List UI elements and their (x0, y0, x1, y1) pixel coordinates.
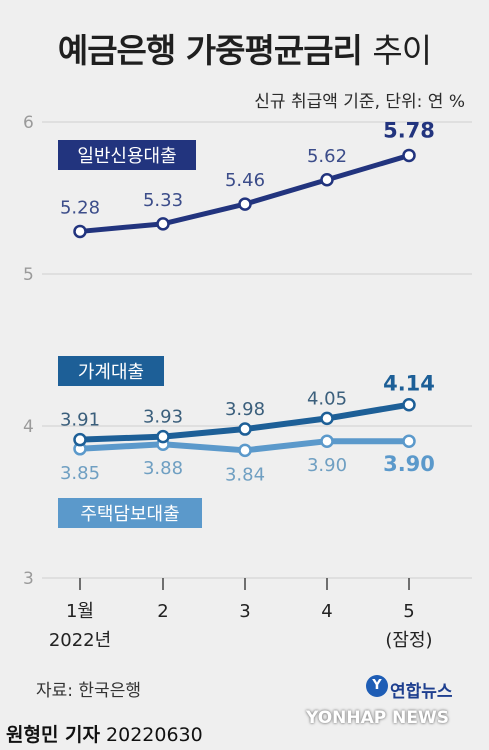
yonhap-logo-icon: Y (366, 675, 388, 697)
chart-title-suffix: 추이 (372, 31, 432, 70)
data-label: 5.28 (60, 197, 100, 218)
data-point (238, 197, 252, 211)
data-point (238, 443, 252, 458)
series-tag-box (58, 356, 164, 386)
data-label: 3.84 (225, 464, 265, 485)
data-point (73, 224, 87, 239)
x-tick-label: 2 (157, 601, 168, 622)
series-tag-label: 가계대출 (78, 362, 144, 383)
publish-date: 20220630 (106, 724, 203, 746)
data-label: 3.85 (60, 463, 100, 484)
x-tick-sublabel: (잠정) (385, 630, 432, 651)
data-label: 5.62 (307, 146, 347, 167)
reporter-name: 원형민 기자 (6, 724, 101, 746)
data-point (402, 148, 416, 163)
line-chart: 3 4 5 6 1월 2022년 2 3 4 5 (잠정) 5.28 5.33 5.46 5.62 5.78 3… (23, 113, 472, 651)
y-tick-label: 3 (23, 569, 34, 589)
data-label: 4.14 (383, 372, 435, 396)
data-point (320, 434, 334, 448)
x-tick-label: 3 (239, 601, 250, 622)
data-label: 5.46 (225, 170, 265, 191)
data-label: 3.88 (143, 458, 183, 479)
y-tick-label: 4 (23, 417, 34, 437)
data-point (320, 173, 334, 187)
data-label: 3.90 (307, 455, 347, 476)
data-label: 3.93 (143, 407, 183, 428)
x-tick-label: 4 (321, 601, 332, 622)
data-point (73, 432, 87, 447)
yonhap-logo-text: 연합뉴스 (390, 682, 453, 702)
x-tick-sublabel: 2022년 (49, 630, 111, 651)
data-point (320, 411, 334, 426)
data-label: 3.91 (60, 410, 100, 431)
data-label: 3.90 (383, 452, 435, 476)
y-tick-label: 6 (23, 113, 34, 133)
data-point (402, 397, 416, 412)
data-point (156, 217, 170, 231)
y-tick-label: 5 (23, 265, 34, 285)
series-tag-box (58, 140, 196, 170)
series-tag-label: 주택담보대출 (80, 504, 179, 525)
chart-title: 예금은행 가중평균금리 추이 (0, 24, 489, 72)
yonhap-watermark: YONHAP NEWS (306, 708, 449, 728)
chart-title-main: 예금은행 가중평균금리 (57, 31, 363, 70)
series-tag-box (58, 498, 202, 528)
data-point (238, 422, 252, 436)
data-label: 3.98 (225, 399, 265, 420)
data-label: 4.05 (307, 388, 347, 409)
data-label: 5.33 (143, 190, 183, 211)
series-tag-label: 일반신용대출 (77, 146, 176, 167)
data-point (156, 429, 170, 444)
source-note: 자료: 한국은행 (36, 681, 141, 701)
chart-subtitle: 신규 취급액 기준, 단위: 연 % (254, 92, 465, 112)
data-point (402, 434, 416, 448)
x-tick-label: 5 (403, 601, 414, 622)
reporter-credit: 원형민 기자 20220630 (6, 720, 203, 747)
x-tick-label: 1월 (66, 601, 94, 622)
data-label: 5.78 (383, 118, 435, 142)
